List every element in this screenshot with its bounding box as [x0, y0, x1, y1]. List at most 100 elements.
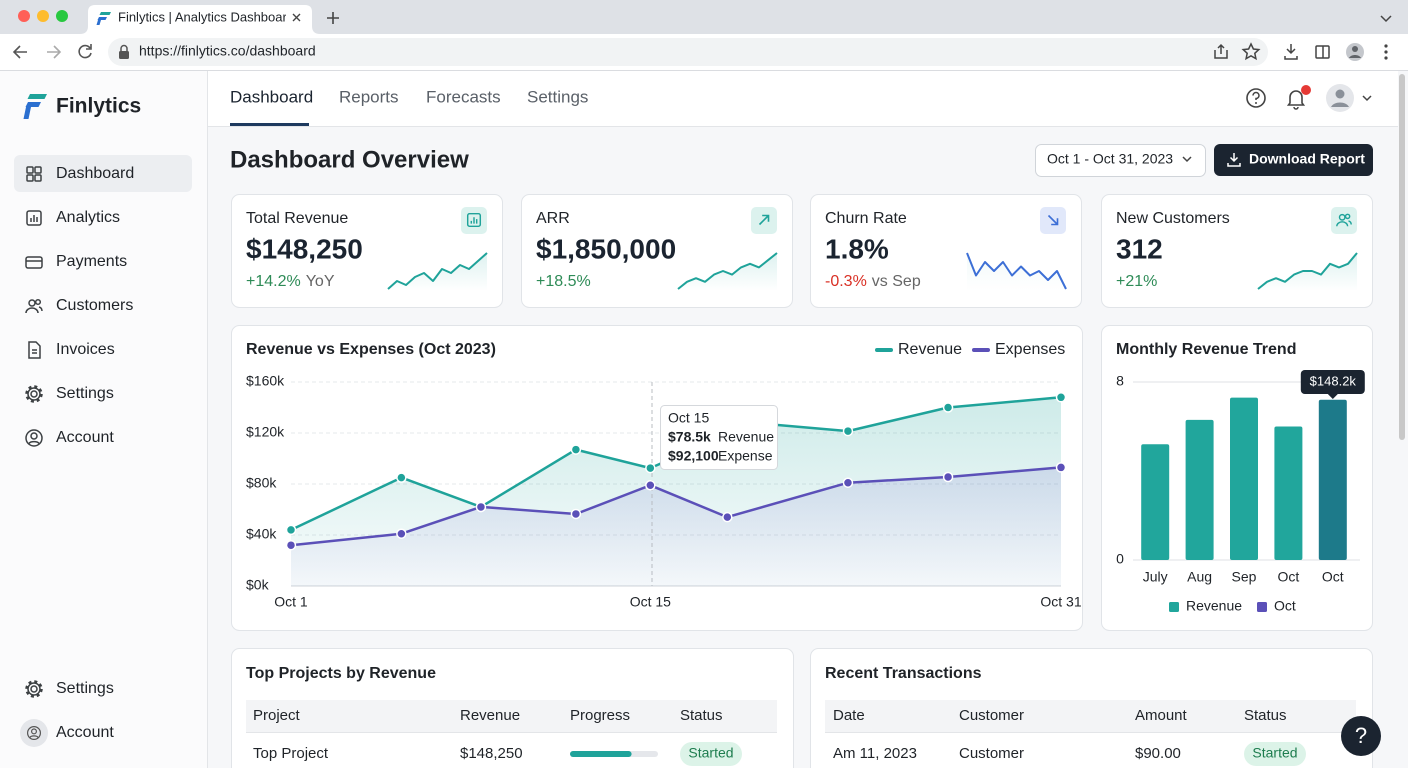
x-tick-label: Sep [1232, 569, 1257, 585]
nav-item[interactable]: Account [56, 429, 114, 446]
brand-logo [23, 94, 47, 119]
top-nav-item[interactable]: Dashboard [230, 87, 313, 106]
footer-item[interactable]: Account [56, 724, 114, 741]
kpi-change-line: -0.3% vs Sep [825, 273, 921, 290]
table-cell: $148,250 [460, 745, 523, 762]
kpi-value: 312 [1116, 233, 1163, 264]
legend-label: Revenue [1186, 598, 1242, 614]
sparkline [677, 252, 778, 290]
window-zoom[interactable] [56, 10, 68, 22]
table-header: Project [253, 707, 301, 724]
kpi-change: -0.3% [825, 273, 867, 290]
chart-title: Monthly Revenue Trend [1116, 341, 1296, 358]
table-header-bg [825, 700, 1356, 732]
bar [1318, 399, 1347, 560]
y-tick-label: $0k [246, 577, 270, 593]
data-point [842, 477, 854, 488]
help-bubble[interactable] [1341, 716, 1381, 756]
user-menu[interactable] [1326, 84, 1372, 112]
x-tick-label: July [1143, 569, 1168, 585]
sparkline-area [388, 253, 487, 291]
nav-item[interactable]: Settings [56, 385, 114, 402]
tab-menu[interactable] [1380, 15, 1392, 23]
tooltip-value: $92,100 [668, 448, 719, 464]
data-point [285, 524, 297, 536]
table-header: Progress [570, 707, 630, 724]
data-point [645, 480, 656, 491]
data-point [475, 501, 487, 513]
browser-menu[interactable] [1384, 44, 1388, 60]
sparkline [966, 252, 1067, 290]
table-title: Recent Transactions [825, 665, 982, 682]
y-tick-label: 8 [1116, 373, 1124, 389]
kpi-note: vs Sep [872, 273, 921, 290]
y-tick-label: 0 [1116, 551, 1124, 567]
table-header-bg [246, 700, 777, 732]
window-minimize[interactable] [37, 10, 49, 22]
data-point [942, 402, 954, 413]
sparkline [1257, 252, 1358, 290]
top-nav-item[interactable]: Settings [527, 87, 588, 106]
top-nav-item[interactable]: Forecasts [426, 87, 501, 106]
series-area [291, 467, 1061, 586]
date-range: Oct 1 - Oct 31, 2023 [1047, 151, 1173, 167]
data-point [842, 425, 854, 437]
x-tick-label: Aug [1187, 569, 1212, 585]
x-tick-label: Oct [1322, 569, 1344, 585]
table-header: Customer [959, 707, 1024, 724]
brand-name: Finlytics [56, 95, 141, 118]
download-button[interactable] [1214, 144, 1373, 176]
bar [1185, 419, 1214, 560]
data-point [722, 511, 733, 523]
kpi-value: $1,850,000 [536, 233, 676, 264]
nav-item[interactable]: Payments [56, 253, 127, 270]
kpi-label: New Customers [1116, 210, 1230, 227]
chart-title: Revenue vs Expenses (Oct 2023) [246, 341, 496, 358]
tab-title: Finlytics | Analytics Dashboard [118, 9, 294, 24]
table-header: Amount [1135, 707, 1188, 724]
data-point [1055, 462, 1067, 473]
tooltip-title: Oct 15 [668, 410, 709, 426]
legend-label: Oct [1274, 598, 1296, 614]
notifications-icon[interactable] [1286, 85, 1312, 110]
data-point [1055, 392, 1067, 403]
x-tick-label: Oct 1 [274, 594, 308, 610]
help-icon[interactable] [1246, 88, 1266, 108]
window-close[interactable] [18, 10, 30, 22]
kpi-change: +14.2% [246, 273, 301, 290]
y-tick-label: $80k [246, 475, 277, 491]
new-tab[interactable] [327, 12, 339, 24]
kpi-label: ARR [536, 210, 570, 227]
table-cell: Customer [959, 745, 1024, 762]
active-tab[interactable] [80, 5, 320, 34]
kpi-icon-bg [1331, 207, 1357, 234]
tooltip-pointer [1327, 394, 1338, 399]
scrollbar[interactable] [1399, 74, 1405, 440]
footer-item[interactable]: Settings [56, 680, 114, 697]
kpi-change: +18.5% [536, 273, 591, 290]
legend-label: Revenue [898, 341, 962, 358]
top-nav-underline [230, 123, 309, 126]
reload-button[interactable] [78, 44, 92, 59]
kpi-note: YoY [306, 273, 335, 290]
nav-item[interactable]: Dashboard [56, 165, 134, 182]
favicon [96, 12, 111, 25]
back-button[interactable] [12, 45, 27, 59]
x-tick-label: Oct 15 [630, 594, 671, 610]
nav-item[interactable]: Customers [56, 297, 133, 314]
forward-button[interactable] [47, 45, 62, 59]
legend-label: Expenses [995, 341, 1065, 358]
y-tick-label: $120k [246, 424, 285, 440]
status-pill [680, 742, 742, 766]
tab-close[interactable] [292, 13, 301, 22]
nav-item[interactable]: Analytics [56, 209, 120, 226]
profile-head [1352, 46, 1358, 52]
address-bar[interactable] [108, 38, 1268, 66]
kpi-label: Total Revenue [246, 210, 348, 227]
top-nav-item[interactable]: Reports [339, 87, 399, 106]
page-title: Dashboard Overview [230, 146, 469, 173]
date-picker[interactable] [1035, 144, 1206, 177]
tooltip [660, 405, 778, 470]
kpi-change: +21% [1116, 273, 1157, 290]
nav-item[interactable]: Invoices [56, 341, 115, 358]
